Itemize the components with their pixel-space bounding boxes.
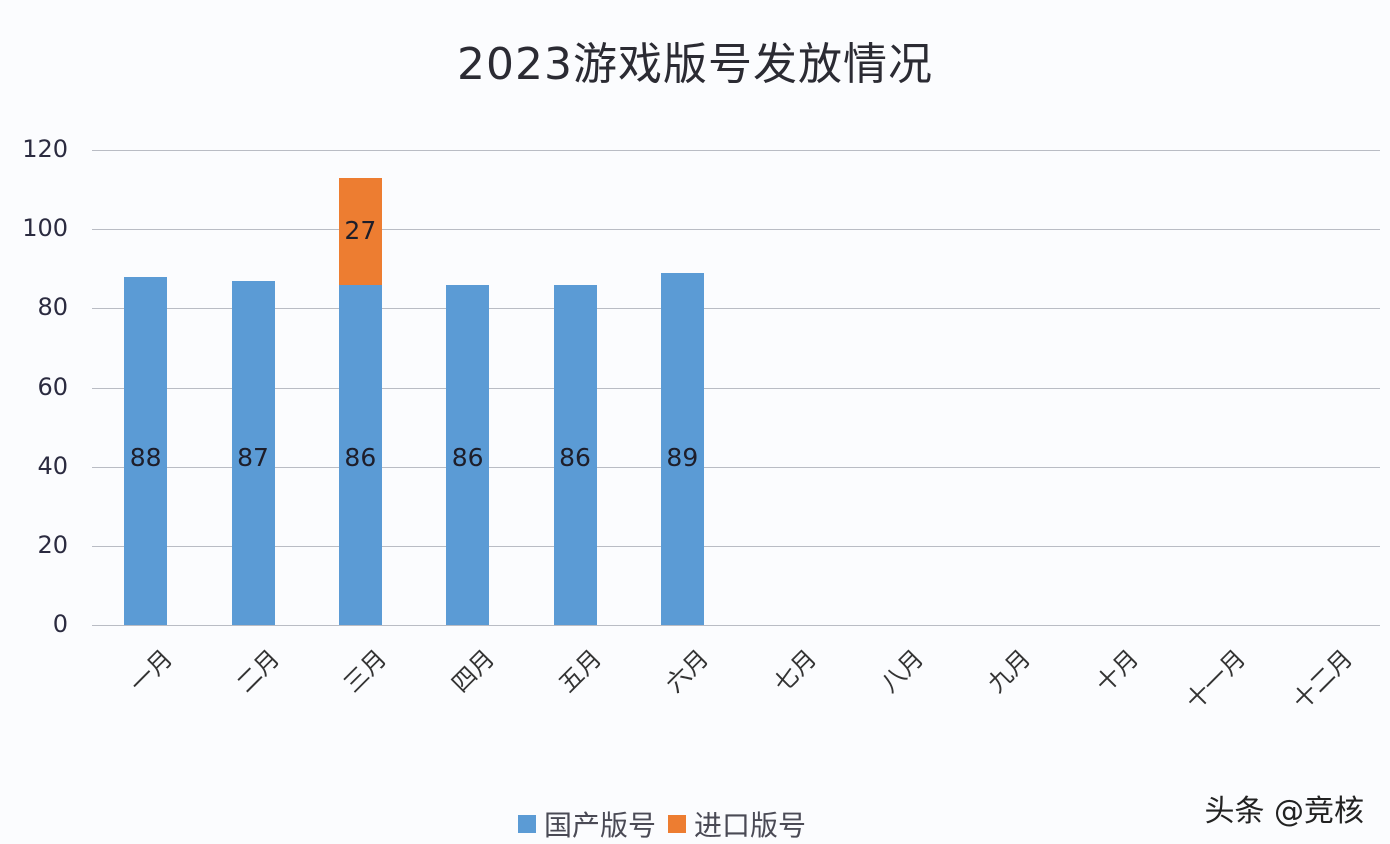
data-label: 88	[129, 443, 162, 473]
bar-segment: 87	[231, 280, 275, 625]
watermark: 头条 @竞核	[1204, 794, 1364, 829]
bar-segment: 88	[124, 276, 168, 625]
gridline	[92, 387, 1380, 389]
chart-title: 2023游戏版号发放情况	[457, 39, 933, 90]
y-tick-label: 80	[37, 293, 68, 322]
bar-segment: 86	[338, 284, 382, 625]
y-tick-label: 60	[37, 372, 68, 401]
gridline	[92, 229, 1380, 231]
data-label: 27	[344, 216, 377, 246]
bar-segment: 89	[660, 272, 704, 625]
legend-label: 进口版号	[694, 809, 807, 842]
y-tick-label: 0	[52, 610, 68, 638]
bar-3: 86 27	[338, 150, 382, 625]
bar-segment: 86	[553, 284, 597, 625]
legend-item: 进口版号	[668, 804, 806, 844]
data-label: 86	[344, 443, 377, 473]
bar-5: 86	[553, 150, 597, 625]
legend-swatch-icon	[668, 815, 687, 833]
y-tick-label: 120	[22, 135, 68, 163]
bar-2: 87	[231, 150, 275, 625]
bar-segment: 86	[446, 284, 490, 625]
legend-swatch-icon	[518, 815, 536, 833]
bar-6: 89	[660, 150, 704, 625]
legend-label: 国产版号	[544, 809, 657, 842]
y-tick-label: 40	[37, 451, 68, 480]
gridline	[92, 545, 1380, 547]
data-label: 86	[559, 443, 591, 473]
data-label: 89	[666, 443, 699, 473]
gridline	[92, 466, 1380, 468]
plot-area: 88 87 86 27 86 86 89	[92, 150, 1380, 626]
bar-segment: 27	[338, 177, 382, 285]
bar-1: 88	[124, 150, 168, 625]
gridline	[92, 150, 1380, 151]
data-label: 87	[237, 443, 269, 473]
legend: 国产版号 进口版号	[518, 804, 818, 844]
y-tick-label: 20	[37, 530, 68, 559]
gridline	[92, 625, 1380, 626]
gridline	[92, 308, 1380, 310]
data-label: 86	[451, 443, 484, 473]
legend-item: 国产版号	[518, 804, 656, 844]
y-tick-label: 100	[22, 214, 68, 243]
bar-4: 86	[446, 150, 490, 625]
